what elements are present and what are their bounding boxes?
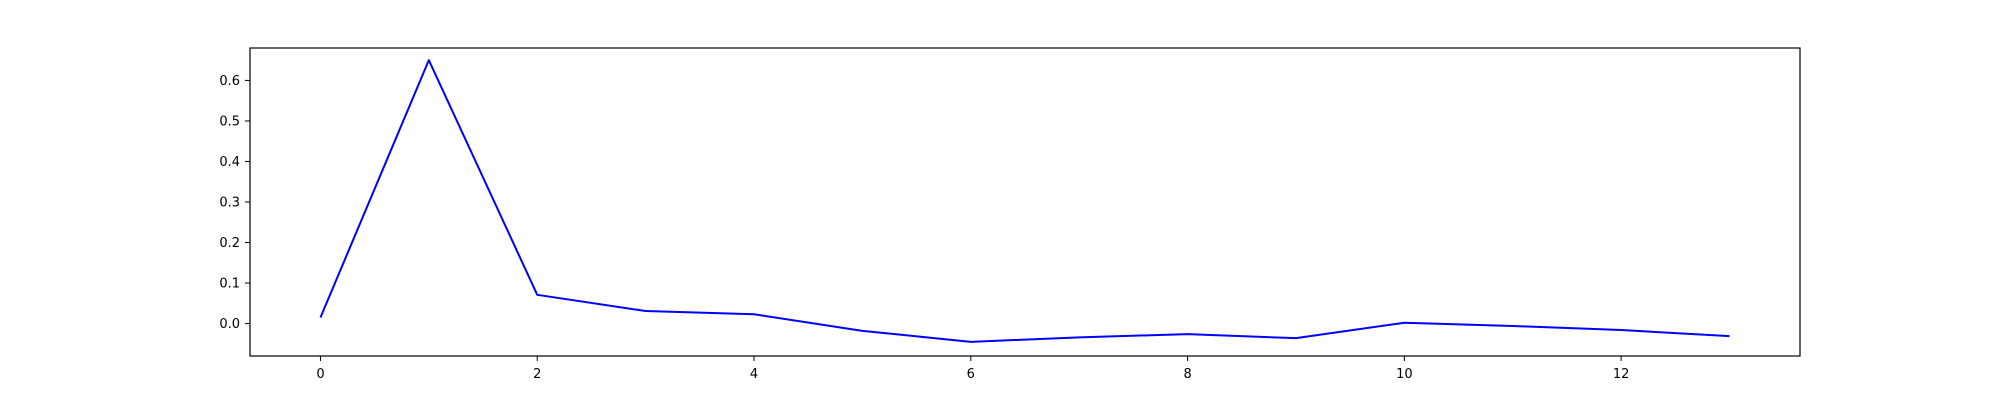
x-tick-label: 4 <box>750 367 758 382</box>
x-tick-label: 0 <box>316 367 324 382</box>
y-tick-label: 0.3 <box>219 196 240 211</box>
y-tick-label: 0.4 <box>219 155 240 170</box>
y-tick-label: 0.6 <box>219 74 240 89</box>
x-axis-ticks: 0 2 4 6 8 10 12 <box>316 356 1629 382</box>
y-tick-label: 0.0 <box>219 317 240 332</box>
series-line-0 <box>319 59 1730 343</box>
x-tick-label: 8 <box>1183 367 1191 382</box>
x-tick-label: 10 <box>1396 367 1413 382</box>
series-layer <box>319 59 1730 343</box>
x-tick-label: 2 <box>533 367 541 382</box>
y-axis-ticks: 0.0 0.1 0.2 0.3 0.4 0.5 0.6 <box>219 74 250 332</box>
y-tick-label: 0.2 <box>219 236 240 251</box>
x-tick-label: 12 <box>1613 367 1630 382</box>
y-tick-label: 0.1 <box>219 277 240 292</box>
y-tick-label: 0.5 <box>219 114 240 129</box>
plot-area-border <box>249 47 1801 357</box>
x-tick-label: 6 <box>967 367 975 382</box>
